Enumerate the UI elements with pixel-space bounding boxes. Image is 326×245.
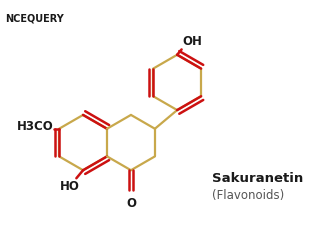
Text: Sakuranetin: Sakuranetin <box>213 172 304 184</box>
Text: OH: OH <box>183 35 202 48</box>
Text: O: O <box>126 197 136 210</box>
Text: (Flavonoids): (Flavonoids) <box>213 189 285 202</box>
Text: HO: HO <box>60 180 80 193</box>
Text: H3CO: H3CO <box>17 120 54 133</box>
Text: NCEQUERY: NCEQUERY <box>5 13 64 23</box>
